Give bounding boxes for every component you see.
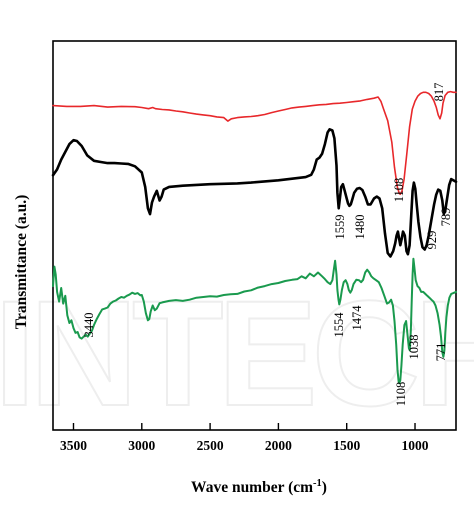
peak-label: 1038 xyxy=(407,335,421,360)
peak-label: 3440 xyxy=(82,313,96,338)
spectrum-line-2 xyxy=(51,128,458,258)
x-tick-label: 2500 xyxy=(197,438,224,453)
peak-label: 789 xyxy=(439,208,453,227)
peak-label: 1480 xyxy=(353,215,367,240)
x-axis-title-end: ) xyxy=(322,479,327,496)
peak-label: 1108 xyxy=(394,382,408,407)
x-axis-ticks: 3500 3000 2500 2000 1500 1000 xyxy=(60,423,429,453)
watermark: INTECH xyxy=(0,269,474,437)
series-layer xyxy=(51,90,458,385)
spectrum-line-1 xyxy=(52,90,457,196)
peak-label: 1559 xyxy=(333,215,347,240)
peak-label: 1554 xyxy=(332,312,346,338)
y-axis-title: Transmittance (a.u.) xyxy=(13,195,30,329)
x-tick-label: 1500 xyxy=(333,438,360,453)
peak-label: 1474 xyxy=(350,305,364,331)
spectrum-line-3 xyxy=(52,257,457,385)
peak-label: 771 xyxy=(434,343,448,362)
x-axis-title: Wave number (cm-1) xyxy=(191,478,327,496)
plot-frame xyxy=(52,40,457,431)
x-tick-label: 2000 xyxy=(265,438,292,453)
peak-label: 1108 xyxy=(392,178,406,203)
peak-label: 817 xyxy=(432,83,446,102)
peak-label: 929 xyxy=(425,231,439,250)
x-axis-title-main: Wave number (cm xyxy=(191,479,313,496)
x-tick-label: 3500 xyxy=(60,438,87,453)
x-tick-label: 1000 xyxy=(402,438,429,453)
x-tick-label: 3000 xyxy=(128,438,155,453)
x-axis-title-superscript: -1 xyxy=(313,478,322,489)
